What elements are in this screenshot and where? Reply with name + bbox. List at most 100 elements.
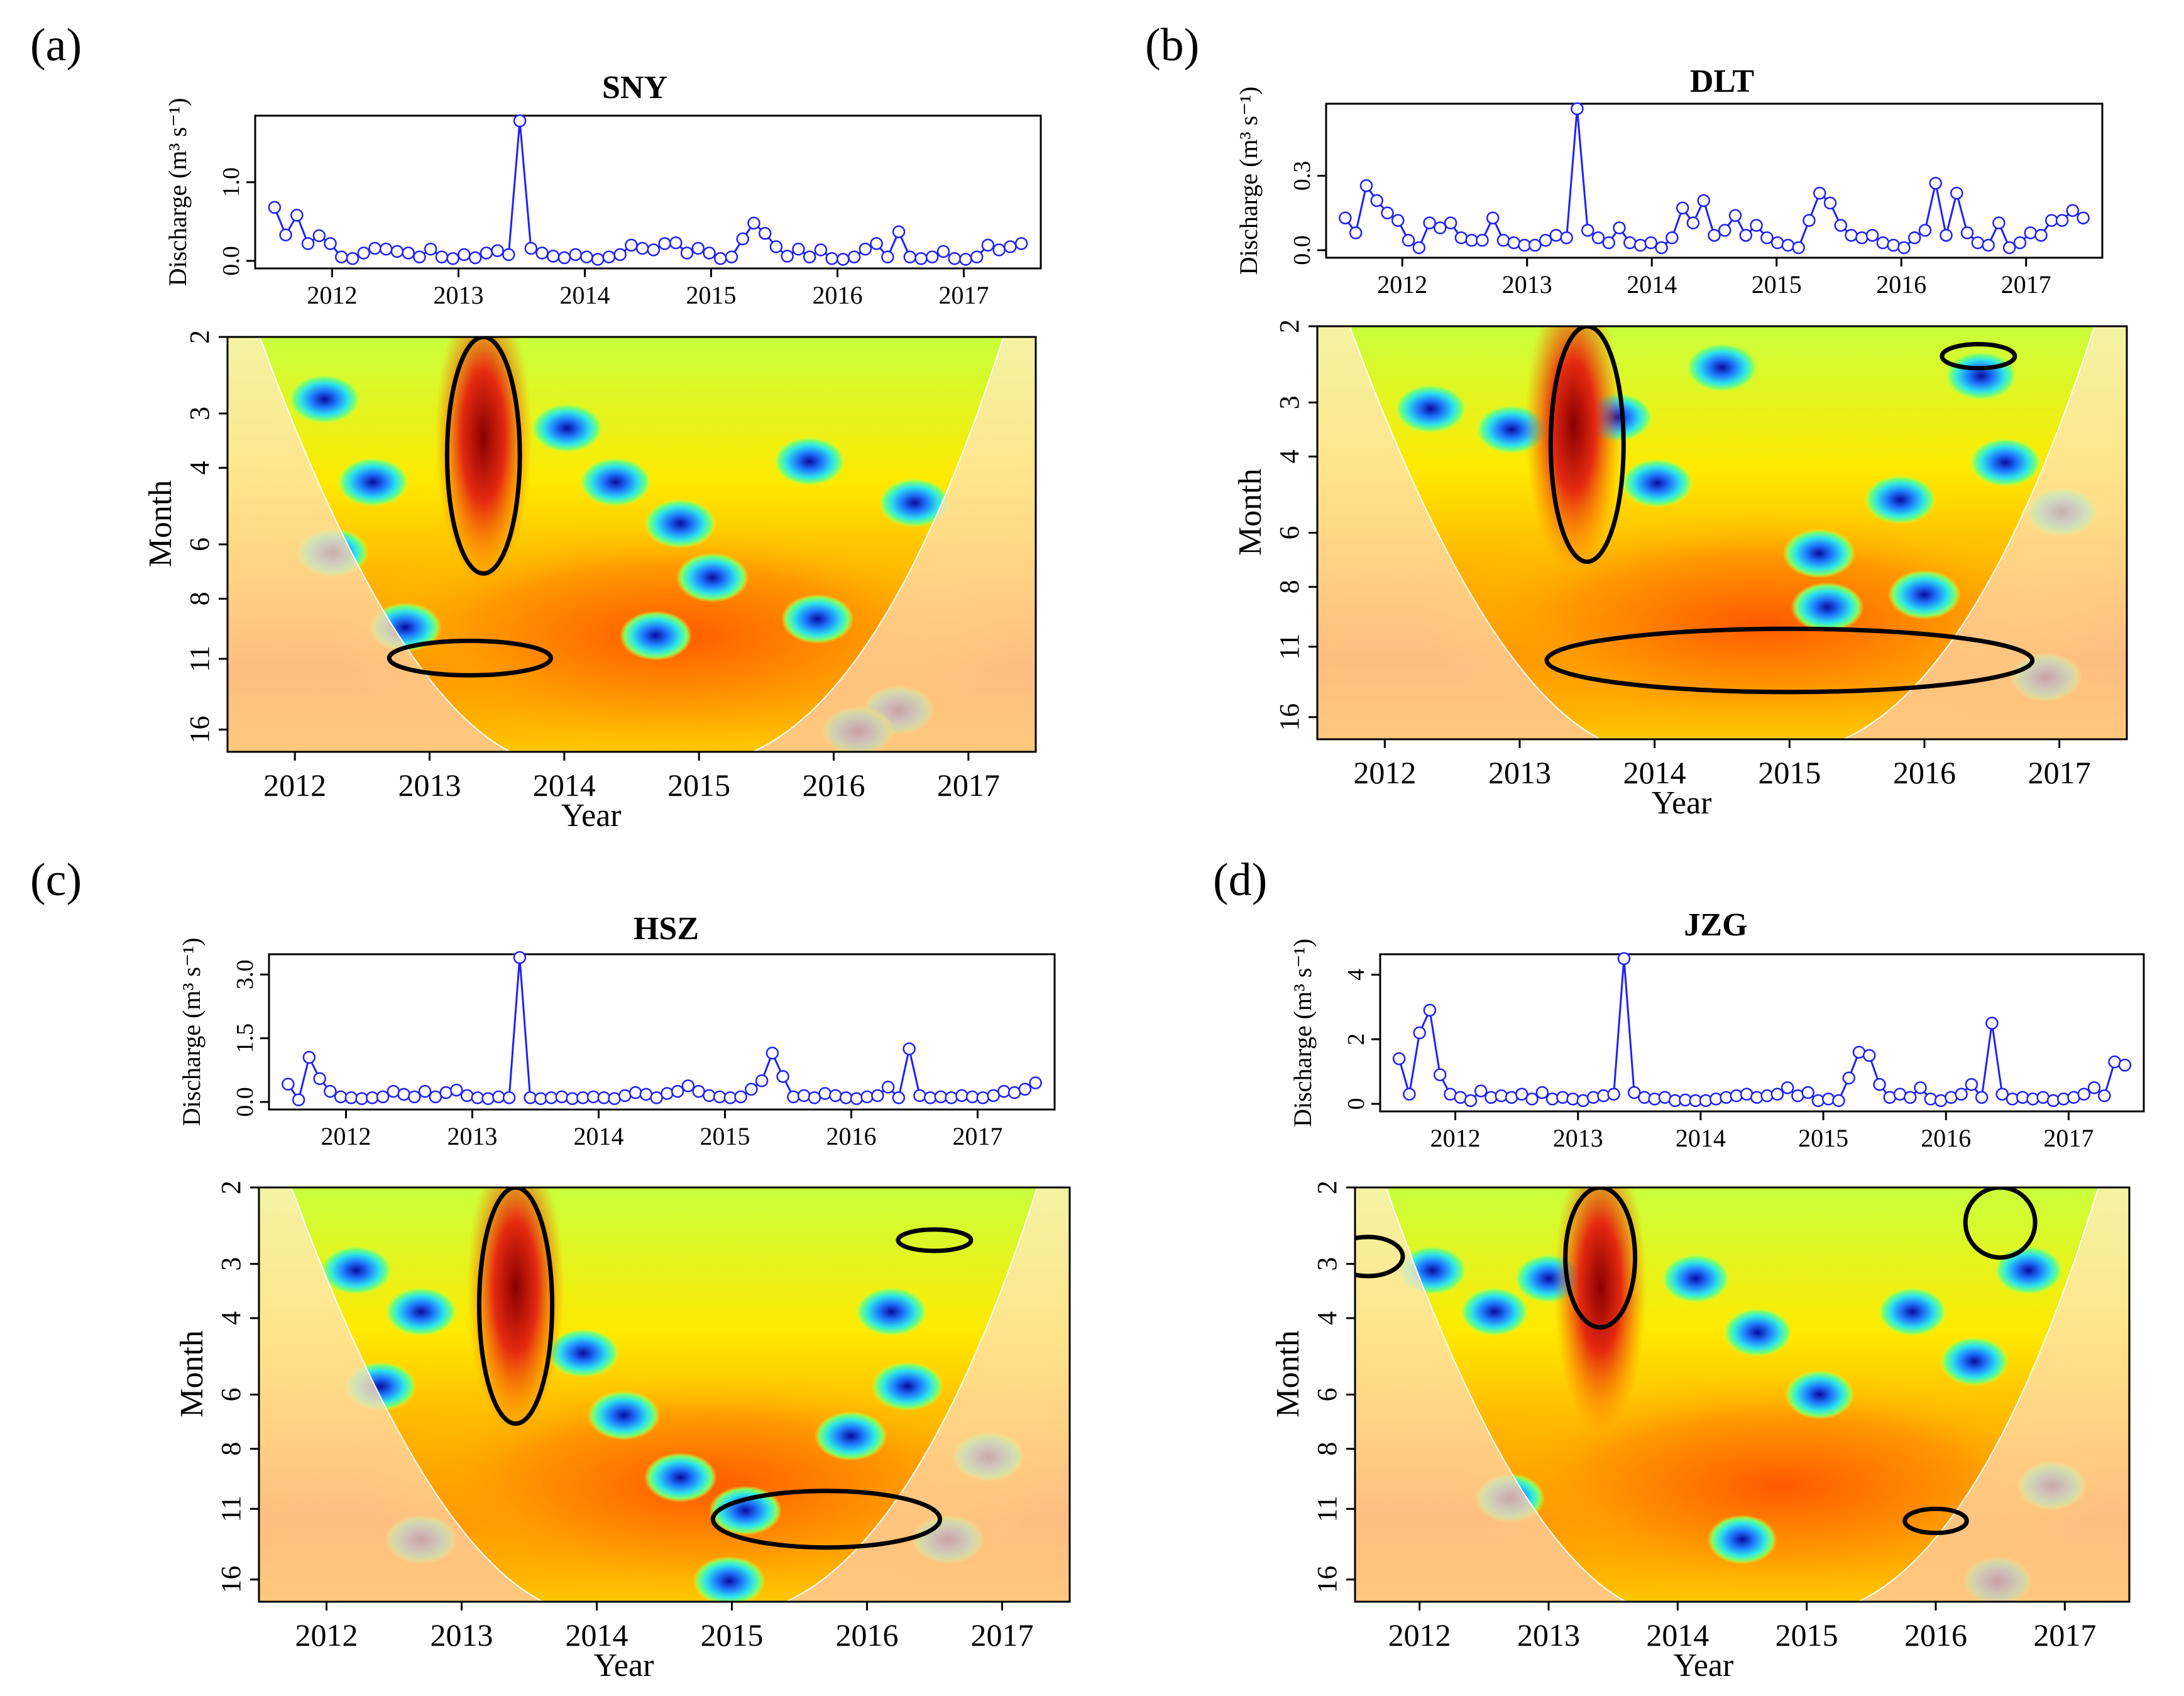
discharge-point — [387, 1084, 400, 1098]
low-power-spot — [1782, 528, 1856, 578]
discharge-point — [628, 1086, 642, 1099]
discharge-point — [965, 1090, 979, 1104]
discharge-point — [402, 246, 415, 260]
discharge-point — [460, 1089, 474, 1103]
x-tick-label: 2016 — [1876, 270, 1926, 299]
discharge-point — [803, 250, 816, 263]
low-power-spot — [1945, 351, 2018, 401]
discharge-point — [2118, 1059, 2132, 1072]
discharge-point — [1433, 1068, 1447, 1082]
discharge-point — [586, 1090, 600, 1104]
discharge-point — [661, 1087, 674, 1100]
discharge-point — [2024, 226, 2037, 240]
discharge-point — [703, 246, 716, 260]
discharge-point — [458, 248, 471, 262]
discharge-point — [1617, 952, 1631, 966]
discharge-point — [576, 1091, 590, 1104]
wavelet-spectrum-dlt: 2012 2013 2014 2015 2016 2017 2 3 4 6 8 11 16 Year Mon… — [1232, 319, 2128, 821]
x-tick-label: 2016 — [813, 281, 863, 309]
discharge-point — [691, 241, 705, 255]
discharge-point — [1730, 1089, 1743, 1103]
discharge-point — [1781, 238, 1795, 252]
discharge-point — [435, 250, 449, 263]
x-tick-label: 2017 — [2033, 1617, 2096, 1653]
discharge-point — [1465, 233, 1478, 247]
discharge-point — [948, 251, 961, 265]
y-tick-label: 3 — [1312, 1257, 1342, 1271]
discharge-point — [376, 1090, 390, 1104]
discharge-point — [913, 1089, 926, 1103]
y-tick-label: 3.0 — [232, 960, 258, 990]
y-axis-label: Discharge (m³ s⁻¹) — [163, 98, 192, 287]
x-tick-label: 2015 — [667, 768, 730, 803]
discharge-point — [429, 1090, 442, 1104]
y-tick-label: 0 — [1343, 1098, 1369, 1110]
x-axis-label: Year — [1652, 785, 1712, 821]
low-power-spot — [1791, 582, 1864, 632]
discharge-point — [859, 242, 872, 256]
x-tick-label: 2016 — [1893, 755, 1956, 790]
low-power-spot — [676, 553, 749, 603]
discharge-point — [1402, 233, 1415, 247]
discharge-point — [725, 250, 738, 263]
low-power-spot — [1621, 458, 1694, 509]
y-tick-label: 8 — [1312, 1442, 1342, 1456]
discharge-point — [955, 1089, 969, 1103]
discharge-point — [324, 1084, 337, 1098]
discharge-point — [2087, 1081, 2101, 1094]
low-power-spot — [644, 1452, 717, 1502]
low-power-spot — [546, 1328, 620, 1379]
x-tick-label: 2015 — [701, 1617, 764, 1653]
x-tick-label: 2012 — [1430, 1124, 1481, 1152]
discharge-point — [781, 250, 794, 263]
discharge-point — [1792, 241, 1805, 255]
y-tick-label: 2 — [184, 330, 215, 344]
discharge-point — [1029, 1076, 1042, 1089]
x-axis-label: Year — [594, 1648, 654, 1683]
discharge-point — [936, 245, 950, 258]
y-tick-label: 6 — [1274, 526, 1305, 540]
x-tick-label: 2012 — [1377, 270, 1427, 299]
y-axis-label: Month — [174, 1330, 210, 1418]
discharge-point — [736, 232, 749, 246]
y-tick-label: 6 — [216, 1388, 246, 1402]
discharge-point — [544, 1091, 558, 1104]
discharge-point — [1535, 1086, 1549, 1099]
y-tick-label: 3 — [216, 1257, 246, 1271]
discharge-point — [480, 246, 493, 260]
discharge-point — [1832, 1094, 1845, 1108]
discharge-point — [681, 1079, 695, 1093]
y-tick-label: 4 — [1312, 1311, 1342, 1325]
discharge-point — [1699, 1094, 1713, 1108]
discharge-point — [513, 114, 527, 128]
discharge-point — [970, 250, 984, 263]
y-axis-label: Month — [1232, 468, 1268, 556]
discharge-point — [2013, 236, 2027, 250]
x-tick-label: 2016 — [836, 1617, 899, 1653]
discharge-point — [2006, 1093, 2019, 1106]
discharge-point — [997, 1084, 1011, 1098]
discharge-point — [524, 1091, 537, 1104]
x-tick-label: 2015 — [686, 281, 737, 309]
panel-label-b: (b) — [1145, 19, 1200, 71]
discharge-point — [1349, 226, 1363, 240]
y-tick-label: 3 — [1274, 395, 1305, 409]
discharge-point — [1525, 1093, 1539, 1106]
discharge-point — [765, 1047, 779, 1060]
discharge-point — [2045, 214, 2058, 227]
discharge-point — [502, 1091, 516, 1104]
discharge-point — [850, 1092, 864, 1105]
discharge-point — [1971, 236, 1985, 250]
discharge-point — [1750, 219, 1763, 232]
discharge-point — [1709, 1093, 1723, 1106]
y-tick-label: 4 — [184, 461, 215, 475]
x-tick-label: 2017 — [937, 768, 1000, 803]
site-title-hsz: HSZ — [633, 911, 700, 947]
discharge-point — [282, 1077, 295, 1091]
discharge-point — [312, 229, 326, 243]
y-axis-label: Discharge (m³ s⁻¹) — [1288, 939, 1317, 1127]
discharge-point — [923, 1091, 937, 1104]
x-tick-label: 2015 — [1752, 270, 1802, 299]
x-tick-label: 2012 — [295, 1617, 358, 1653]
